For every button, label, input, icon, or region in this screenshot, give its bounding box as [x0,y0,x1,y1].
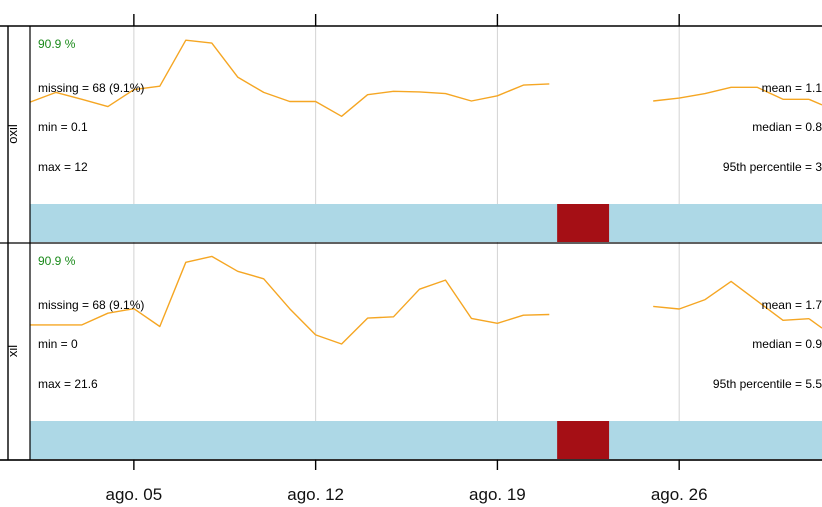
missing-data-block [557,204,610,242]
panel-name-xil: xil [5,345,20,357]
stat-left-label: max = 12 [38,160,88,174]
series-line-xil [808,318,822,329]
stat-left-label: min = 0.1 [38,120,88,134]
percent-available-label: 90.9 % [38,254,76,268]
stat-left-label: missing = 68 (9.1%) [38,81,144,95]
stat-left-label: max = 21.6 [38,377,98,391]
missing-data-block [557,421,610,459]
series-line-oxil [653,86,809,102]
x-tick-label: ago. 19 [469,485,526,504]
stat-right-label: 95th percentile = 3 [723,160,822,174]
data-present-bar [30,421,822,459]
series-line-oxil [29,39,550,118]
panel-name-oxil: oxil [5,124,20,144]
stat-left-label: missing = 68 (9.1%) [38,298,144,312]
data-present-bar [30,204,822,242]
x-tick-label: ago. 12 [287,485,344,504]
series-line-xil [30,255,550,345]
stat-right-label: mean = 1.7 [762,298,822,312]
series-line-xil [653,280,810,321]
stat-right-label: median = 0.9 [752,337,822,351]
availability-bars [30,204,822,459]
x-tick-label: ago. 26 [651,485,708,504]
x-tick-label: ago. 05 [106,485,163,504]
stat-right-label: 95th percentile = 5.5 [713,377,822,391]
series-lines [29,39,822,345]
series-line-oxil [808,98,822,106]
stat-right-label: median = 0.8 [752,120,822,134]
stat-left-label: min = 0 [38,337,78,351]
chart-text: ago. 05 ago. 12 ago. 19 ago. 26 oxil 90.9 % mi… [5,37,822,504]
percent-available-label: 90.9 % [38,37,76,51]
stat-right-label: mean = 1.1 [762,81,822,95]
panel-frames [0,14,822,470]
